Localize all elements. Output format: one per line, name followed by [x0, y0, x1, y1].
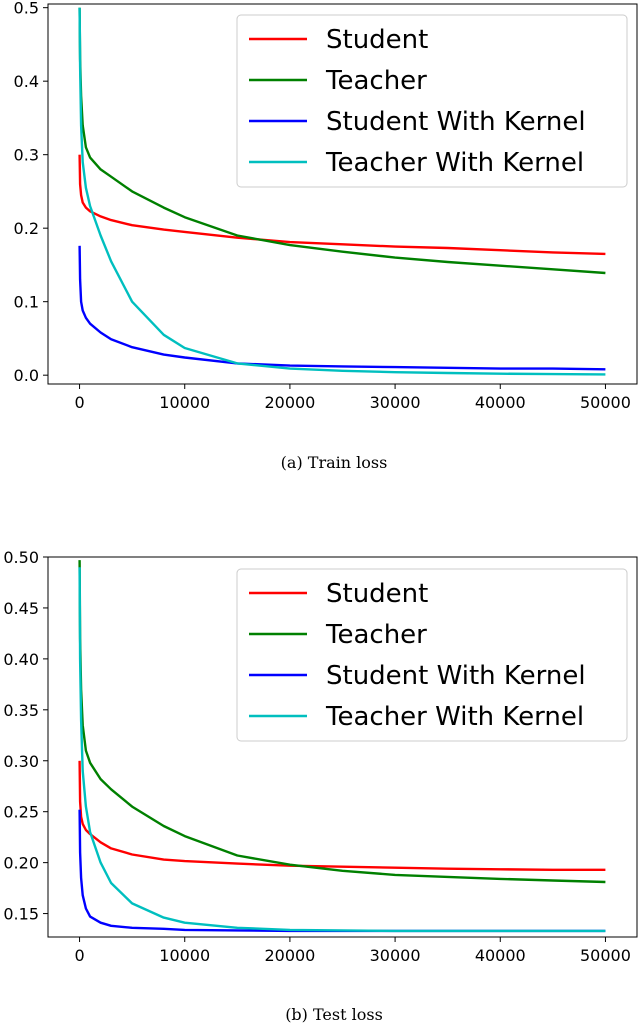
train-series-line-teacher: [78, 7, 606, 275]
test-loss-chart: 0 10000 20000 30000 40000 50000 0.15 0.20 0.25 0.…: [3, 548, 638, 965]
test-x-tick-label: 20000: [264, 946, 315, 965]
test-series-line-teacher-with-kernel: [78, 567, 606, 933]
test-series-line-teacher: [78, 560, 606, 884]
test-legend-label: Student: [326, 579, 428, 609]
train-legend-box: [236, 14, 628, 188]
test-legend-label: Teacher With Kernel: [325, 702, 584, 732]
train-loss-chart: 0 10000 20000 30000 40000 50000 0.0 0.1 0.2 0.3 0.…: [14, 0, 638, 412]
test-x-tick-label: 40000: [475, 946, 526, 965]
train-legend-label: Teacher: [325, 66, 427, 96]
train-legend-label: Teacher With Kernel: [325, 148, 584, 178]
train-plot-frame: [47, 3, 638, 385]
test-legend-box: [236, 568, 628, 742]
test-x-tick-label: 10000: [159, 946, 210, 965]
train-x-tick-label: 50000: [580, 393, 631, 412]
train-x-tick-label: 30000: [370, 393, 421, 412]
test-legend: Student Teacher Student With Kernel Teacher…: [236, 568, 628, 742]
train-x-tick-label: 10000: [159, 393, 210, 412]
test-series-line-student: [78, 760, 606, 871]
test-legend-label: Teacher: [325, 620, 427, 650]
train-legend-label: Student: [326, 25, 428, 55]
train-series-line-student: [78, 154, 606, 256]
test-legend-label: Student With Kernel: [326, 661, 586, 691]
train-loss-caption: (a) Train loss: [281, 453, 388, 472]
test-y-tick-label: 0.50: [3, 548, 39, 567]
train-x-tick-label: 40000: [475, 393, 526, 412]
train-y-tick-label: 0.1: [14, 293, 39, 312]
train-y-tick-label: 0.2: [14, 219, 39, 238]
test-x-tick-label: 30000: [370, 946, 421, 965]
test-x-tick-label: 0: [74, 946, 84, 965]
test-y-tick-label: 0.35: [3, 701, 39, 720]
test-y-tick-label: 0.40: [3, 650, 39, 669]
train-y-tick-label: 0.3: [14, 146, 39, 165]
test-plot-frame: [47, 556, 638, 938]
train-y-tick-label: 0.4: [14, 72, 39, 91]
train-y-tick-label: 0.0: [14, 366, 39, 385]
test-y-tick-label: 0.15: [3, 905, 39, 924]
test-y-tick-label: 0.20: [3, 854, 39, 873]
train-x-tick-label: 20000: [264, 393, 315, 412]
train-series-line-student-with-kernel: [78, 245, 606, 371]
test-y-tick-label: 0.30: [3, 752, 39, 771]
test-y-tick-label: 0.25: [3, 803, 39, 822]
train-legend: Student Teacher Student With Kernel Teacher…: [236, 14, 628, 188]
test-y-tick-label: 0.45: [3, 599, 39, 618]
test-x-tick-label: 50000: [580, 946, 631, 965]
train-legend-label: Student With Kernel: [326, 107, 586, 137]
train-y-tick-label: 0.5: [14, 0, 39, 18]
test-loss-caption: (b) Test loss: [285, 1005, 383, 1024]
train-series-line-teacher-with-kernel: [78, 7, 606, 376]
train-x-tick-label: 0: [74, 393, 84, 412]
